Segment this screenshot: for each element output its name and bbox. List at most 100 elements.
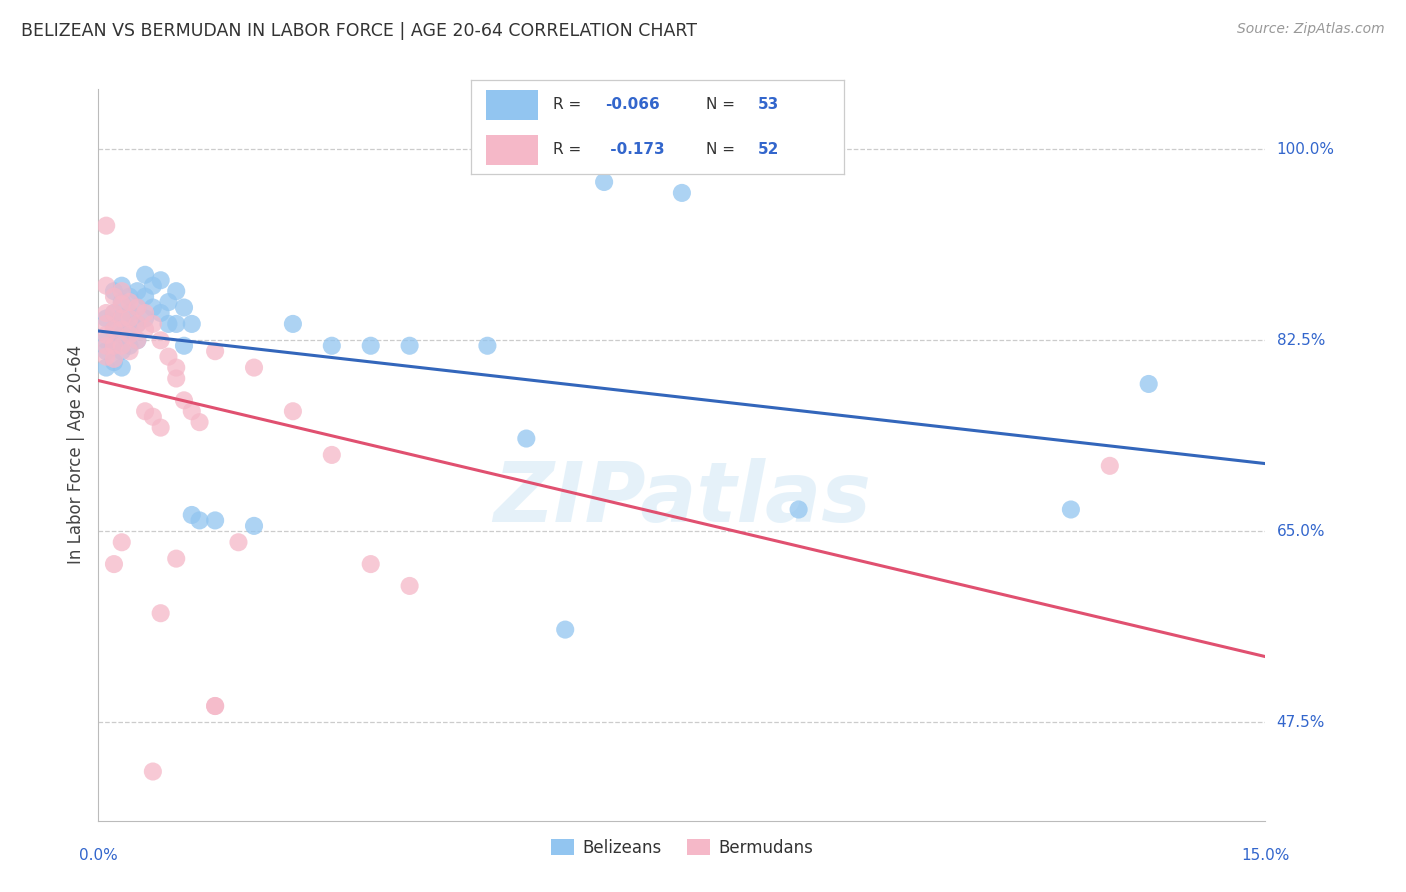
Point — [149, 420, 172, 434]
Point — [134, 290, 156, 304]
Text: -0.173: -0.173 — [605, 142, 665, 157]
Point — [165, 371, 187, 385]
Point — [103, 355, 125, 369]
Point — [103, 306, 125, 320]
Point — [103, 322, 125, 336]
Point — [127, 301, 149, 315]
Point — [127, 284, 149, 298]
Point — [477, 339, 499, 353]
Point — [96, 344, 118, 359]
Point — [103, 290, 125, 304]
Text: N =: N = — [706, 97, 740, 112]
Point — [96, 327, 118, 342]
Point — [96, 317, 118, 331]
Point — [360, 557, 382, 571]
Point — [188, 415, 211, 429]
Point — [165, 360, 187, 375]
Point — [188, 513, 211, 527]
Text: N =: N = — [706, 142, 740, 157]
FancyBboxPatch shape — [486, 89, 538, 120]
Point — [173, 339, 195, 353]
Text: BELIZEAN VS BERMUDAN IN LABOR FORCE | AGE 20-64 CORRELATION CHART: BELIZEAN VS BERMUDAN IN LABOR FORCE | AG… — [21, 22, 697, 40]
Point — [1060, 502, 1083, 516]
Point — [149, 333, 172, 347]
Text: 52: 52 — [758, 142, 779, 157]
Point — [360, 339, 382, 353]
Point — [142, 409, 165, 424]
Point — [96, 219, 118, 233]
Point — [1137, 376, 1160, 391]
Point — [228, 535, 250, 549]
Point — [142, 764, 165, 779]
Point — [118, 311, 141, 326]
Point — [515, 432, 537, 446]
Text: 82.5%: 82.5% — [1277, 333, 1324, 348]
Point — [134, 404, 156, 418]
Text: 15.0%: 15.0% — [1241, 848, 1289, 863]
Point — [554, 623, 576, 637]
Point — [96, 360, 118, 375]
Point — [96, 333, 118, 347]
Point — [281, 317, 304, 331]
Point — [111, 295, 134, 310]
Point — [118, 295, 141, 310]
Point — [134, 306, 156, 320]
Point — [118, 344, 141, 359]
Point — [157, 317, 180, 331]
Y-axis label: In Labor Force | Age 20-64: In Labor Force | Age 20-64 — [66, 345, 84, 565]
Point — [671, 186, 693, 200]
Point — [111, 284, 134, 298]
Point — [1098, 458, 1121, 473]
Point — [142, 301, 165, 315]
Text: 65.0%: 65.0% — [1277, 524, 1324, 539]
Point — [111, 360, 134, 375]
Point — [165, 284, 187, 298]
Point — [243, 519, 266, 533]
Point — [593, 175, 616, 189]
Point — [118, 306, 141, 320]
Point — [134, 322, 156, 336]
Text: 53: 53 — [758, 97, 779, 112]
Point — [111, 311, 134, 326]
Point — [127, 317, 149, 331]
FancyBboxPatch shape — [486, 135, 538, 164]
Point — [142, 278, 165, 293]
Point — [103, 557, 125, 571]
Point — [111, 322, 134, 336]
Point — [204, 698, 226, 713]
Point — [787, 502, 810, 516]
Point — [173, 393, 195, 408]
Point — [142, 317, 165, 331]
Point — [180, 508, 202, 522]
Point — [134, 268, 156, 282]
Point — [118, 327, 141, 342]
Text: R =: R = — [553, 97, 586, 112]
Point — [204, 513, 226, 527]
Point — [321, 339, 343, 353]
Point — [103, 351, 125, 366]
Point — [127, 333, 149, 347]
Point — [96, 339, 118, 353]
Point — [157, 350, 180, 364]
Point — [165, 551, 187, 566]
Point — [204, 344, 226, 359]
Text: 0.0%: 0.0% — [79, 848, 118, 863]
Point — [111, 344, 134, 359]
Point — [180, 317, 202, 331]
Text: -0.066: -0.066 — [605, 97, 659, 112]
Point — [103, 306, 125, 320]
Point — [127, 317, 149, 331]
Point — [96, 278, 118, 293]
Point — [111, 311, 134, 326]
Legend: Belizeans, Bermudans: Belizeans, Bermudans — [544, 832, 820, 863]
Point — [398, 339, 420, 353]
Point — [118, 290, 141, 304]
Point — [111, 535, 134, 549]
Point — [111, 278, 134, 293]
Point — [157, 295, 180, 310]
Point — [134, 311, 156, 326]
Point — [149, 273, 172, 287]
Point — [204, 698, 226, 713]
Point — [398, 579, 420, 593]
Point — [173, 301, 195, 315]
